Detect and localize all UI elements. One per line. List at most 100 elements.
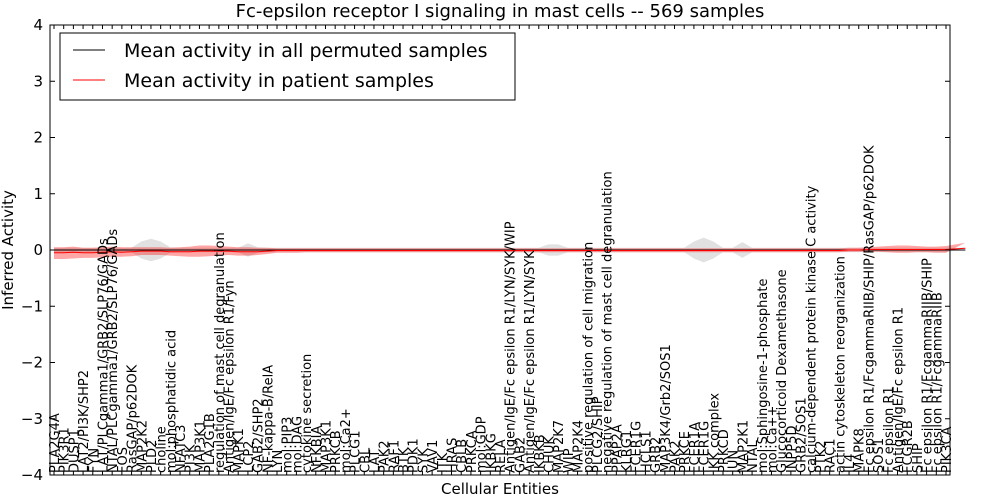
x-tick-label: VAV1 — [426, 440, 441, 473]
x-tick-label: MAPK8 — [853, 428, 868, 473]
x-tick-label: SHIP — [911, 443, 926, 473]
x-tick-label: NFATC3 — [174, 425, 189, 473]
x-tick-label: WIP — [562, 448, 577, 473]
x-tick-label: PLA2G4A — [48, 413, 63, 473]
x-tick-label: RAC1 — [824, 438, 839, 473]
x-tick-label: PLCG1 — [349, 430, 364, 473]
x-tick-label: Glucocorticoid Dexamethasone — [775, 269, 790, 473]
x-tick-label: actin cytoskeleton reorganization — [833, 256, 848, 473]
x-tick-label: negative regulation of mast cell degranu… — [601, 171, 616, 473]
x-tick-label: PIK3CA — [940, 426, 955, 473]
legend-label-patient: Mean activity in patient samples — [124, 70, 434, 92]
x-tick-label: RELA — [494, 439, 509, 473]
x-tick-label: CBLB — [455, 439, 470, 473]
legend-label-permuted: Mean activity in all permuted samples — [124, 40, 487, 62]
x-tick-label: LAT2/PI3K/SHP2 — [77, 370, 92, 473]
x-tick-label: Antigen/IgE/Fc epsilon R1/LYN/SYK — [523, 250, 538, 473]
y-axis-label: Inferred Activity — [0, 190, 17, 310]
x-tick-label: CBL — [358, 447, 373, 473]
x-tick-label: FCER1G — [630, 421, 645, 473]
x-tick-label: Antigen/IgE/Fc epsilon R1/Fyn — [223, 280, 238, 473]
x-tick-label: LAT — [368, 450, 383, 473]
y-tick-label: −3 — [21, 410, 43, 428]
x-tick-label: mol:Sphingosine-1-phosphate — [756, 279, 771, 473]
y-tick-label: −2 — [21, 354, 43, 372]
x-tick-label: GAB2/SHP2 — [252, 398, 267, 473]
x-tick-label: NTAL — [746, 439, 761, 473]
x-tick-label: MAP2K7 — [552, 420, 567, 473]
y-tick-labels: −4 −3 −2 −1 0 1 2 3 4 — [21, 16, 43, 484]
x-tick-label: Fc epsilon R1/FcgammaRIIB/SHIP/RasGAP/p6… — [862, 145, 877, 473]
y-tick-label: −4 — [21, 466, 43, 484]
x-tick-label: PRKCD — [717, 429, 732, 473]
axis-ticks — [50, 24, 950, 476]
x-tick-label: IKK complex — [707, 393, 722, 473]
x-tick-label: FCER1G — [698, 421, 713, 473]
x-tick-label: MAP3K4/Grb2/SOS1 — [659, 344, 674, 473]
x-tick-label: LCP2 — [242, 441, 257, 473]
x-tick-label: Fc epsilon R1/FcgammaRIIB/SHIP — [921, 258, 936, 473]
x-tick-label: GRB2 — [649, 437, 664, 473]
x-tick-label: IKBKB — [533, 434, 548, 473]
x-tick-label: FCER1A — [688, 422, 703, 473]
x-tick-label: PLA2G1B — [203, 413, 218, 473]
x-tick-label: LYN — [271, 450, 286, 473]
x-tick-label: PI3K — [184, 444, 199, 473]
x-tick-label: GRB2/SOS1 — [795, 397, 810, 473]
x-tick-label: NFKBIA — [310, 426, 325, 473]
x-tick-label: IL4 — [843, 454, 858, 473]
x-tick-label: SYK — [416, 448, 431, 473]
x-tick-labels: PLA2G4APIK3R1DUSP1LAT2/PI3K/SHP2FYNLAT/P… — [48, 145, 955, 474]
x-tick-label: PLD2 — [145, 440, 160, 473]
x-tick-label: mol:DAG — [290, 416, 305, 473]
x-tick-label: PPAP2A — [610, 424, 625, 473]
x-tick-label: MAP2K1 — [736, 420, 751, 473]
x-tick-label: PTK2 — [814, 440, 829, 473]
y-tick-label: 0 — [33, 241, 43, 259]
y-tick-label: 4 — [33, 16, 43, 34]
x-tick-label: HRAS — [446, 438, 461, 473]
x-tick-label: PRKCE — [678, 431, 693, 473]
x-tick-label: PAK2 — [669, 440, 684, 473]
x-tick-label: Fc epsilon R1 — [882, 386, 897, 473]
x-tick-label: Fc epsilon R1/FcgammaRIIB — [930, 292, 945, 473]
x-tick-label: calcium-dependent protein kinase C activ… — [804, 185, 819, 473]
x-tick-label: RasGAP/p62DOK — [126, 364, 141, 473]
x-tick-label: RAF1 — [387, 440, 402, 473]
x-tick-label: FOS — [116, 447, 131, 473]
x-tick-label: LAT/PLCgamma1/GRB2/SLP76/GADs — [96, 238, 111, 473]
x-tick-label: KLRG1 — [620, 430, 635, 473]
x-tick-label: MAP3K1 — [319, 420, 334, 473]
x-tick-label: NTAL/PLCgamma1/GRB2/SLP76/GADs — [106, 229, 121, 473]
x-tick-label: CHUK — [542, 436, 557, 473]
x-tick-label: BTK — [397, 447, 412, 473]
x-tick-label: INPP5D — [785, 425, 800, 473]
x-tick-label: cytokine secretion — [300, 354, 315, 473]
x-tick-label: FCGR2B — [901, 420, 916, 473]
y-tick-label: 2 — [33, 129, 43, 147]
x-tick-label: SOS1 — [872, 438, 887, 473]
x-tick-label: positive regulation of cell migration — [581, 242, 596, 473]
x-tick-label: JUN — [727, 450, 742, 474]
x-tick-label: mol:phosphatidic acid — [164, 330, 179, 473]
x-tick-label: PIK3R1 — [58, 427, 73, 473]
x-tick-label: mol:Ca++ — [765, 406, 780, 473]
x-tick-label: PRKCB — [329, 430, 344, 473]
x-tick-label: mol:Ca2+ — [339, 408, 354, 473]
x-tick-label: Antigen/IgE/Fc epsilon R1 — [892, 307, 907, 473]
x-tick-label: DUSP1 — [67, 429, 82, 473]
x-tick-label: MAP3K1 — [193, 420, 208, 473]
series-lines — [54, 247, 966, 254]
x-tick-label: PAK2 — [378, 440, 393, 473]
x-tick-label: FYN — [87, 448, 102, 473]
legend-frame — [59, 32, 516, 101]
x-tick-label: choline — [155, 426, 170, 473]
x-tick-label: HCLS1 — [639, 430, 654, 473]
x-tick-label: MAP2K4 — [572, 420, 587, 473]
x-axis-label: Cellular Entities — [441, 480, 559, 498]
x-tick-label: PRKCA — [465, 430, 480, 473]
x-tick-label: GAB2 — [513, 437, 528, 473]
x-tick-label: IKBKG — [484, 433, 499, 473]
y-tick-label: 1 — [33, 185, 43, 203]
